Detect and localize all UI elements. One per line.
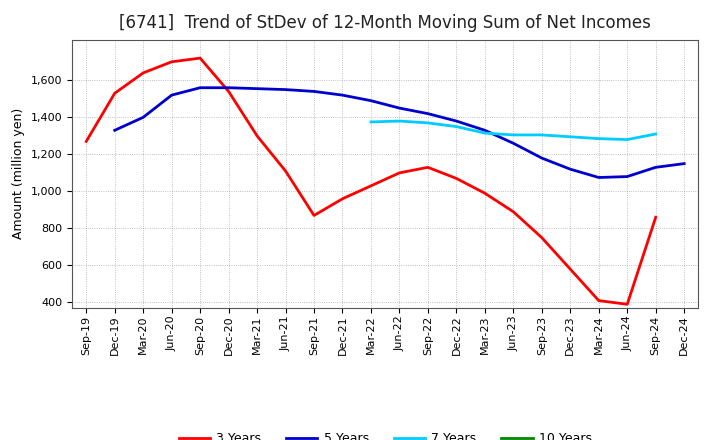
5 Years — [110, 128, 119, 133]
3 Years — [452, 176, 461, 181]
3 Years — [196, 55, 204, 61]
3 Years — [623, 302, 631, 307]
5 Years — [310, 89, 318, 94]
3 Years — [509, 209, 518, 214]
3 Years — [480, 191, 489, 196]
5 Years — [225, 85, 233, 90]
5 Years — [139, 115, 148, 120]
3 Years — [139, 70, 148, 76]
7 Years — [480, 130, 489, 136]
5 Years — [423, 111, 432, 116]
5 Years — [509, 141, 518, 146]
3 Years — [282, 169, 290, 174]
5 Years — [253, 86, 261, 91]
7 Years — [652, 132, 660, 137]
3 Years — [652, 215, 660, 220]
3 Years — [566, 267, 575, 272]
3 Years — [82, 139, 91, 144]
7 Years — [509, 132, 518, 138]
7 Years — [566, 134, 575, 139]
Y-axis label: Amount (million yen): Amount (million yen) — [12, 108, 25, 239]
3 Years — [537, 235, 546, 240]
7 Years — [623, 137, 631, 142]
5 Years — [595, 175, 603, 180]
7 Years — [423, 120, 432, 125]
3 Years — [310, 213, 318, 218]
3 Years — [595, 298, 603, 303]
5 Years — [366, 98, 375, 103]
Title: [6741]  Trend of StDev of 12-Month Moving Sum of Net Incomes: [6741] Trend of StDev of 12-Month Moving… — [120, 15, 651, 33]
7 Years — [452, 124, 461, 129]
Line: 7 Years: 7 Years — [371, 121, 656, 139]
5 Years — [167, 92, 176, 98]
3 Years — [395, 170, 404, 176]
3 Years — [366, 183, 375, 188]
5 Years — [680, 161, 688, 166]
Line: 3 Years: 3 Years — [86, 58, 656, 304]
5 Years — [623, 174, 631, 179]
7 Years — [595, 136, 603, 141]
5 Years — [480, 128, 489, 133]
3 Years — [338, 196, 347, 202]
7 Years — [537, 132, 546, 138]
5 Years — [338, 92, 347, 98]
3 Years — [167, 59, 176, 64]
5 Years — [452, 118, 461, 124]
7 Years — [395, 118, 404, 124]
Legend: 3 Years, 5 Years, 7 Years, 10 Years: 3 Years, 5 Years, 7 Years, 10 Years — [174, 427, 597, 440]
3 Years — [225, 89, 233, 94]
3 Years — [253, 133, 261, 139]
5 Years — [282, 87, 290, 92]
3 Years — [110, 91, 119, 96]
5 Years — [196, 85, 204, 90]
3 Years — [423, 165, 432, 170]
5 Years — [566, 166, 575, 172]
Line: 5 Years: 5 Years — [114, 88, 684, 177]
5 Years — [395, 106, 404, 111]
5 Years — [652, 165, 660, 170]
5 Years — [537, 155, 546, 161]
7 Years — [366, 119, 375, 125]
